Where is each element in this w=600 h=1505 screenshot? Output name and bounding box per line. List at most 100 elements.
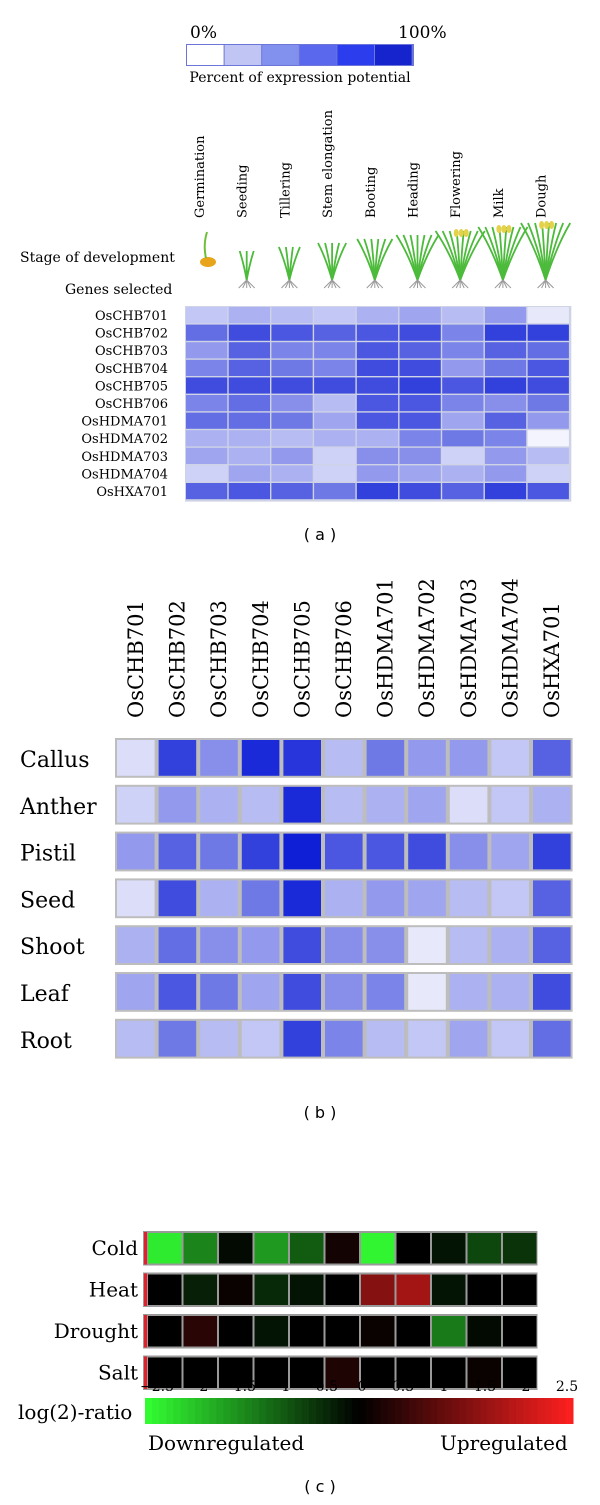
heatmap-a-cell <box>314 324 356 341</box>
heatmap-b-cell <box>241 880 280 917</box>
colorbar-segment <box>558 1398 567 1424</box>
stage-label: Tillering <box>278 162 293 218</box>
colorbar-segment <box>537 1398 545 1424</box>
legend-swatch <box>299 45 337 65</box>
heatmap-a-cell <box>527 430 569 447</box>
heatmap-b-cell <box>533 927 571 963</box>
colorbar-tick-label: −2 <box>188 1379 209 1395</box>
heatmap-a-cell <box>442 342 484 359</box>
tissue-label: Callus <box>20 748 89 773</box>
heatmap-c-cell <box>396 1316 430 1347</box>
tissue-label: Shoot <box>20 935 85 960</box>
colorbar-segment <box>523 1398 531 1424</box>
heatmap-b-cell <box>325 786 363 823</box>
heatmap-b-cell <box>449 786 488 823</box>
heatmap-a-cell <box>228 483 270 500</box>
heatmap-a-cell <box>527 483 569 500</box>
heatmap-a-cell <box>228 377 270 394</box>
heatmap-c-cell <box>325 1274 359 1305</box>
legend-swatch <box>224 45 262 65</box>
heatmap-a-cell <box>228 412 270 429</box>
heatmap-b-cell <box>325 927 363 963</box>
colorbar-segment <box>145 1398 153 1424</box>
heatmap-b-cell <box>449 833 488 870</box>
heatmap-c-cell <box>361 1233 395 1264</box>
heatmap-b-cell <box>491 740 529 776</box>
heatmap-b-cell <box>408 740 446 776</box>
stage-label: Seeding <box>236 165 251 218</box>
heatmap-a-cell <box>186 359 228 376</box>
heatmap-a-cell <box>442 377 484 394</box>
heatmap-b-cell <box>408 786 446 823</box>
heatmap-c-cell <box>432 1357 466 1388</box>
heatmap-b-cell <box>366 786 405 823</box>
heatmap-a-cell <box>186 412 228 429</box>
colorbar-tick-label: −1.5 <box>222 1379 256 1395</box>
gene-label-a: OsHXA701 <box>96 485 168 500</box>
heatmap-a-cell <box>527 377 569 394</box>
colorbar-segment <box>394 1398 403 1424</box>
colorbar-segment <box>287 1398 296 1424</box>
heatmap-a-cell <box>186 430 228 447</box>
heatmap-a-cell <box>527 359 569 376</box>
heatmap-c-cell <box>503 1316 537 1347</box>
heatmap-b-cell <box>283 786 321 823</box>
heatmap-a-cell <box>228 342 270 359</box>
heatmap-b-cell <box>366 740 405 776</box>
plant-icon <box>238 250 256 289</box>
gene-label-a: OsHDMA701 <box>81 415 168 430</box>
heatmap-c-row-marker <box>144 1273 147 1306</box>
heatmap-b-cell <box>408 833 446 870</box>
heatmap-c-cell <box>290 1274 324 1305</box>
legend-a: 0% 100% Percent of expression potential <box>186 23 447 86</box>
gene-label-b: OsCHB703 <box>207 600 231 718</box>
heatmap-b-cell <box>449 740 488 776</box>
colorbar-segment <box>194 1398 203 1424</box>
heatmap-c-row-marker <box>144 1232 147 1265</box>
heatmap-a-cell <box>314 430 356 447</box>
heatmap-b-cell <box>117 786 155 823</box>
heatmap-c-cell <box>503 1357 537 1388</box>
heatmap-b-cell <box>408 880 446 917</box>
colorbar-segment <box>173 1398 182 1424</box>
colorbar-segment <box>501 1398 510 1424</box>
heatmap-a-cell <box>399 307 441 324</box>
colorbar-segment <box>294 1398 303 1424</box>
heatmap-a-cell <box>527 307 569 324</box>
heatmap-a-cell <box>271 395 313 412</box>
gene-label-a: OsCHB705 <box>95 379 168 394</box>
heatmap-a-cell <box>314 465 356 482</box>
heatmap-b-cell <box>200 1020 238 1057</box>
stage-label: Heading <box>407 162 422 218</box>
gene-label-a: OsHDMA702 <box>81 432 168 447</box>
legend-swatch <box>262 45 299 65</box>
plant-icon <box>356 238 394 289</box>
heatmap-b-cell <box>241 974 280 1010</box>
heatmap-b-cell <box>533 786 571 823</box>
heatmap-a-cell <box>527 447 569 464</box>
stress-label: Drought <box>54 1319 138 1343</box>
heatmap-b-cell <box>241 927 280 963</box>
heatmap-c-cell <box>148 1357 182 1388</box>
plant-icon <box>278 246 301 289</box>
heatmap-b-cell <box>117 974 155 1010</box>
heatmap-a-cell <box>484 324 527 341</box>
heatmap-a-cell <box>399 412 441 429</box>
colorbar-segment <box>480 1398 488 1424</box>
gene-label-b: OsCHB704 <box>249 600 273 718</box>
heatmap-b-cell <box>491 974 529 1010</box>
heatmap-a-cell <box>186 483 228 500</box>
legend-swatch <box>187 45 224 65</box>
heatmap-b-cell <box>283 833 321 870</box>
heatmap-c-cell <box>219 1233 253 1264</box>
colorbar-segment <box>359 1398 367 1424</box>
colorbar-segment <box>252 1398 260 1424</box>
heatmap-b-cell <box>491 927 529 963</box>
colorbar-tick-label: −0.5 <box>304 1379 338 1395</box>
gene-label-b: OsCHB702 <box>166 600 190 718</box>
gene-label-b: OsCHB706 <box>332 600 356 718</box>
heatmap-b-cell <box>325 880 363 917</box>
heatmap-a-cell <box>527 395 569 412</box>
heatmap-c-cell <box>361 1274 395 1305</box>
heatmap-b-cell <box>117 1020 155 1057</box>
